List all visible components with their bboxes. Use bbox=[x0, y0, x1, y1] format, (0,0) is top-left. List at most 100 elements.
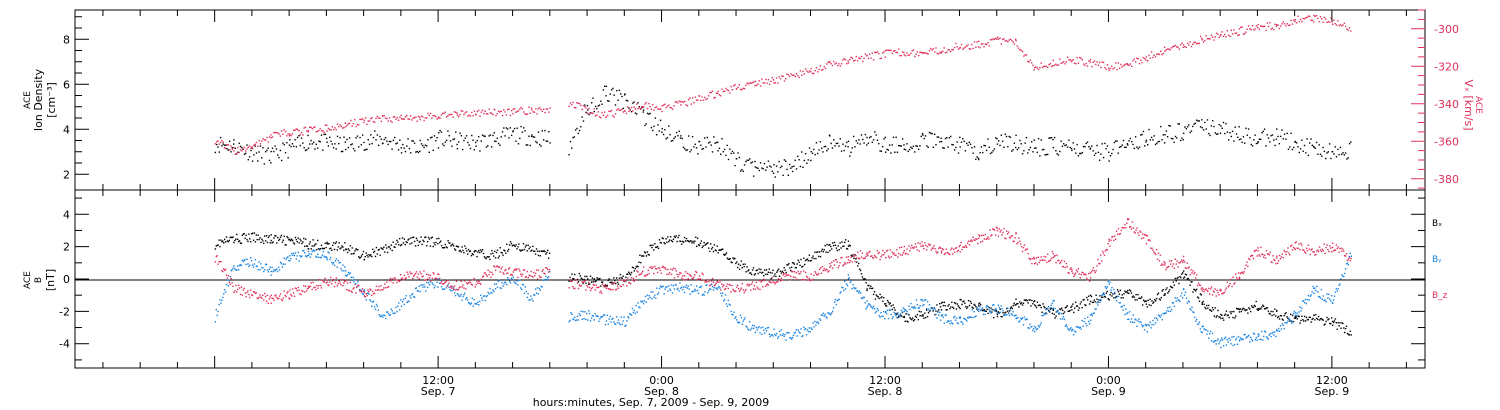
data-point bbox=[1045, 153, 1048, 156]
data-point bbox=[1161, 138, 1163, 141]
data-point bbox=[743, 164, 746, 166]
data-point bbox=[331, 280, 334, 282]
data-point bbox=[988, 306, 990, 309]
data-point bbox=[222, 270, 224, 273]
data-point bbox=[1214, 36, 1216, 38]
data-point bbox=[768, 268, 771, 270]
data-point bbox=[424, 286, 426, 288]
data-point bbox=[505, 114, 508, 116]
data-point bbox=[699, 286, 702, 288]
data-point bbox=[1129, 290, 1132, 292]
data-point bbox=[1297, 315, 1299, 318]
data-point bbox=[759, 332, 761, 334]
data-point bbox=[1108, 299, 1110, 301]
data-point bbox=[340, 125, 343, 128]
data-point bbox=[432, 283, 434, 286]
data-point bbox=[1257, 333, 1259, 335]
data-point bbox=[502, 272, 504, 274]
data-point bbox=[660, 286, 663, 289]
data-point bbox=[479, 150, 481, 152]
data-point bbox=[291, 239, 294, 242]
data-point bbox=[940, 302, 943, 304]
data-point bbox=[968, 141, 971, 144]
data-point bbox=[885, 151, 887, 153]
data-point bbox=[408, 238, 410, 240]
data-point bbox=[411, 293, 413, 296]
data-point bbox=[1102, 292, 1105, 294]
data-point bbox=[1088, 303, 1091, 305]
data-point bbox=[1089, 314, 1092, 316]
data-point bbox=[717, 287, 719, 289]
data-point bbox=[250, 233, 253, 235]
data-point bbox=[507, 268, 510, 270]
data-point bbox=[656, 245, 659, 248]
data-point bbox=[700, 240, 703, 242]
data-point bbox=[412, 117, 414, 119]
data-point bbox=[537, 293, 540, 295]
data-point bbox=[571, 313, 573, 315]
data-point bbox=[905, 309, 907, 312]
data-point bbox=[583, 318, 585, 320]
data-point bbox=[549, 142, 551, 144]
data-point bbox=[1136, 146, 1138, 148]
data-point bbox=[604, 111, 606, 113]
data-point bbox=[761, 333, 763, 335]
data-point bbox=[395, 279, 397, 281]
data-point bbox=[1025, 54, 1028, 56]
data-point bbox=[508, 108, 510, 110]
data-point bbox=[1301, 139, 1303, 141]
data-point bbox=[1323, 150, 1326, 152]
data-point bbox=[399, 280, 401, 283]
data-point bbox=[639, 307, 641, 309]
data-point bbox=[1343, 22, 1346, 24]
data-point bbox=[277, 239, 280, 242]
data-point bbox=[263, 299, 265, 301]
data-point bbox=[931, 133, 933, 135]
data-point bbox=[811, 257, 813, 259]
data-point bbox=[979, 46, 981, 49]
data-point bbox=[1197, 120, 1199, 122]
data-point bbox=[1255, 25, 1258, 27]
data-point bbox=[1027, 60, 1029, 63]
data-point bbox=[412, 293, 414, 295]
data-point bbox=[454, 294, 457, 297]
data-point bbox=[391, 249, 393, 252]
data-point bbox=[1088, 323, 1091, 325]
data-point bbox=[581, 116, 583, 118]
data-point bbox=[676, 240, 678, 243]
data-point bbox=[488, 273, 490, 276]
data-point bbox=[1320, 317, 1323, 320]
data-point bbox=[406, 301, 408, 304]
data-point bbox=[291, 295, 293, 297]
data-point bbox=[765, 269, 768, 271]
data-point bbox=[694, 288, 696, 291]
data-point bbox=[429, 112, 432, 115]
data-point bbox=[220, 302, 222, 304]
data-point bbox=[517, 110, 520, 112]
data-point bbox=[702, 99, 705, 101]
data-point bbox=[432, 149, 434, 152]
data-point bbox=[975, 46, 977, 48]
data-point bbox=[1157, 52, 1159, 55]
data-point bbox=[489, 271, 491, 273]
data-point bbox=[1323, 299, 1325, 302]
data-point bbox=[1093, 299, 1095, 301]
data-point bbox=[534, 294, 536, 296]
data-point bbox=[380, 285, 382, 287]
data-point bbox=[430, 237, 433, 239]
data-point bbox=[331, 249, 333, 251]
data-point bbox=[1326, 21, 1328, 24]
data-point bbox=[1005, 39, 1008, 42]
data-point bbox=[654, 117, 657, 119]
data-point bbox=[636, 311, 638, 313]
data-point bbox=[1118, 146, 1121, 149]
data-point bbox=[731, 89, 734, 91]
data-point bbox=[1263, 308, 1266, 310]
data-point bbox=[1071, 60, 1073, 62]
bottom-left-tick-label: 4 bbox=[63, 208, 70, 221]
data-point bbox=[588, 107, 590, 110]
data-point bbox=[777, 268, 780, 270]
data-point bbox=[469, 147, 472, 150]
data-point bbox=[1310, 19, 1312, 22]
data-point bbox=[289, 239, 291, 241]
